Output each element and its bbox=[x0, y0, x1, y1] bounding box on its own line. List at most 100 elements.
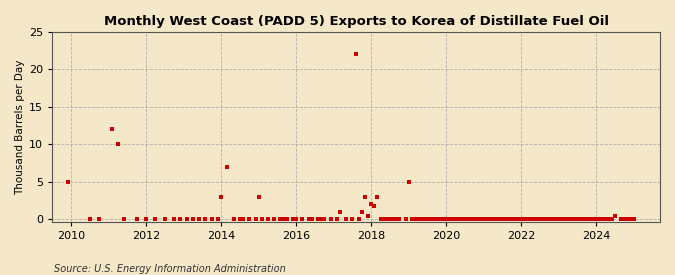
Point bbox=[263, 217, 273, 222]
Point bbox=[566, 217, 576, 222]
Point bbox=[450, 217, 461, 222]
Point bbox=[585, 217, 595, 222]
Point bbox=[228, 217, 239, 222]
Point bbox=[194, 217, 205, 222]
Point bbox=[500, 217, 511, 222]
Point bbox=[504, 217, 514, 222]
Point bbox=[200, 217, 211, 222]
Point bbox=[422, 217, 433, 222]
Point bbox=[319, 217, 329, 222]
Point bbox=[400, 217, 411, 222]
Point bbox=[234, 217, 245, 222]
Point bbox=[406, 217, 417, 222]
Point bbox=[391, 217, 402, 222]
Point bbox=[560, 217, 570, 222]
Point bbox=[575, 217, 586, 222]
Point bbox=[544, 217, 555, 222]
Point bbox=[372, 195, 383, 199]
Point bbox=[394, 217, 405, 222]
Point bbox=[303, 217, 314, 222]
Point bbox=[213, 217, 223, 222]
Point bbox=[550, 217, 561, 222]
Point bbox=[529, 217, 539, 222]
Point bbox=[497, 217, 508, 222]
Point bbox=[419, 217, 430, 222]
Point bbox=[628, 217, 639, 222]
Point bbox=[106, 127, 117, 132]
Point bbox=[347, 217, 358, 222]
Point bbox=[456, 217, 467, 222]
Point bbox=[444, 217, 455, 222]
Point bbox=[447, 217, 458, 222]
Point bbox=[516, 217, 526, 222]
Point bbox=[541, 217, 551, 222]
Point bbox=[63, 180, 74, 184]
Point bbox=[554, 217, 564, 222]
Point bbox=[119, 217, 130, 222]
Point bbox=[278, 217, 289, 222]
Point bbox=[581, 217, 592, 222]
Point bbox=[622, 217, 633, 222]
Point bbox=[150, 217, 161, 222]
Point bbox=[425, 217, 436, 222]
Point bbox=[84, 217, 95, 222]
Point bbox=[269, 217, 279, 222]
Point bbox=[335, 210, 346, 214]
Point bbox=[216, 195, 227, 199]
Point bbox=[275, 217, 286, 222]
Title: Monthly West Coast (PADD 5) Exports to Korea of Distillate Fuel Oil: Monthly West Coast (PADD 5) Exports to K… bbox=[104, 15, 609, 28]
Point bbox=[140, 217, 151, 222]
Point bbox=[113, 142, 124, 147]
Point bbox=[475, 217, 486, 222]
Point bbox=[563, 217, 574, 222]
Point bbox=[547, 217, 558, 222]
Point bbox=[569, 217, 580, 222]
Point bbox=[253, 195, 264, 199]
Point bbox=[460, 217, 470, 222]
Point bbox=[256, 217, 267, 222]
Point bbox=[366, 202, 377, 207]
Point bbox=[625, 217, 636, 222]
Point bbox=[519, 217, 530, 222]
Point bbox=[313, 217, 323, 222]
Point bbox=[616, 217, 626, 222]
Y-axis label: Thousand Barrels per Day: Thousand Barrels per Day bbox=[15, 59, 25, 194]
Point bbox=[403, 180, 414, 184]
Point bbox=[288, 217, 298, 222]
Point bbox=[531, 217, 542, 222]
Point bbox=[385, 217, 396, 222]
Point bbox=[600, 217, 611, 222]
Point bbox=[175, 217, 186, 222]
Point bbox=[412, 217, 423, 222]
Point bbox=[535, 217, 545, 222]
Point bbox=[556, 217, 567, 222]
Point bbox=[479, 217, 489, 222]
Point bbox=[222, 165, 233, 169]
Point bbox=[572, 217, 583, 222]
Point bbox=[159, 217, 170, 222]
Point bbox=[538, 217, 549, 222]
Point bbox=[360, 195, 371, 199]
Point bbox=[188, 217, 198, 222]
Point bbox=[429, 217, 439, 222]
Point bbox=[597, 217, 608, 222]
Point bbox=[94, 217, 105, 222]
Point bbox=[378, 217, 389, 222]
Point bbox=[350, 52, 361, 57]
Point bbox=[341, 217, 352, 222]
Point bbox=[375, 217, 386, 222]
Point bbox=[250, 217, 261, 222]
Point bbox=[588, 217, 599, 222]
Point bbox=[603, 217, 614, 222]
Point bbox=[387, 217, 398, 222]
Point bbox=[435, 217, 446, 222]
Point bbox=[410, 217, 421, 222]
Point bbox=[238, 217, 248, 222]
Point bbox=[481, 217, 492, 222]
Point bbox=[594, 217, 605, 222]
Point bbox=[619, 217, 630, 222]
Point bbox=[510, 217, 520, 222]
Point bbox=[369, 204, 379, 208]
Point bbox=[281, 217, 292, 222]
Point bbox=[207, 217, 217, 222]
